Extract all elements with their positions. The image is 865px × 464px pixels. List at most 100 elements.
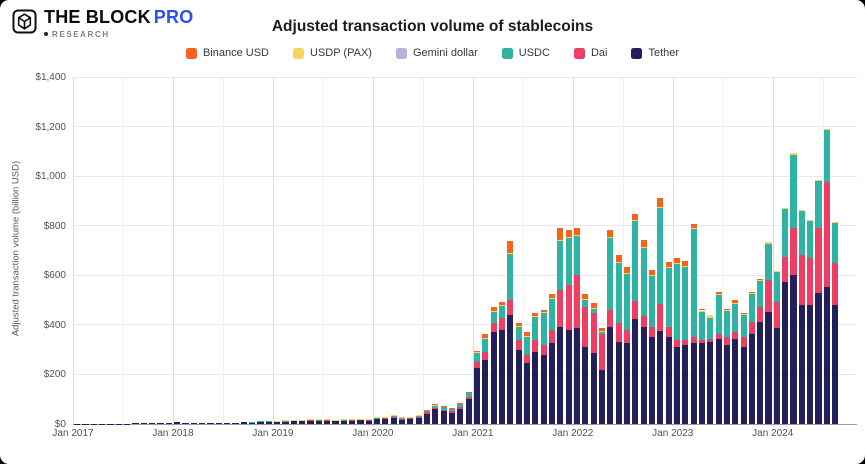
bar-usdc <box>748 293 756 322</box>
bar-dai <box>798 255 805 305</box>
bar-dai <box>598 333 606 370</box>
bar-usdc <box>274 421 281 422</box>
bar-usdc <box>357 419 364 420</box>
bar-usdp-pax- <box>732 302 739 304</box>
bar-usdc <box>823 130 830 182</box>
bar-usdc <box>348 419 356 420</box>
bar-tether <box>490 331 497 424</box>
bar-binance-usd <box>423 409 431 411</box>
bar-usdp-pax- <box>315 419 322 420</box>
gridline-v-midyear <box>322 77 324 424</box>
bar-usdp-pax- <box>757 279 764 281</box>
bar-dai <box>523 355 531 364</box>
bar-binance-usd <box>690 223 697 229</box>
bar-tether <box>423 413 431 424</box>
bar-dai <box>315 419 322 421</box>
bar-usdp-pax- <box>307 419 314 420</box>
bar-dai <box>290 420 297 421</box>
brand-pro: PRO <box>153 7 194 27</box>
bar-usdc <box>448 408 456 412</box>
gridline-v-midyear <box>422 77 424 424</box>
bar-usdc <box>573 236 581 276</box>
bar-dai <box>498 318 506 331</box>
legend-item-dai: Dai <box>573 47 607 59</box>
x-tick-label: Jan 2024 <box>752 428 794 439</box>
bar-binance-usd <box>682 260 689 266</box>
gridline-v-year <box>272 77 274 424</box>
bar-tether <box>299 420 306 424</box>
x-tick-label: Jan 2022 <box>552 428 594 439</box>
bar-tether <box>657 331 664 424</box>
bar-dai <box>382 418 389 419</box>
bar-usdp-pax- <box>540 311 547 313</box>
bar-binance-usd <box>432 404 439 405</box>
bar-tether <box>74 423 81 424</box>
x-tick-label: Jan 2019 <box>252 428 294 439</box>
bar-binance-usd <box>665 261 672 267</box>
bar-usdp-pax- <box>615 261 622 263</box>
bar-usdp-pax- <box>607 236 614 238</box>
bar-dai <box>540 345 547 356</box>
bar-usdc <box>598 331 606 334</box>
bar-tether <box>124 423 131 424</box>
bar-usdc <box>615 262 622 324</box>
gridline-v-year <box>372 77 374 424</box>
bar-usdp-pax- <box>457 403 464 404</box>
bar-dai <box>365 419 372 421</box>
bar-binance-usd <box>548 294 556 298</box>
bar-tether <box>149 423 156 424</box>
bar-usdc <box>332 419 339 421</box>
bar-usdp-pax- <box>523 336 531 337</box>
bar-usdp-pax- <box>490 311 497 312</box>
the-block-cube-icon <box>12 9 37 34</box>
bar-tether <box>224 422 231 424</box>
bar-usdc <box>590 308 597 314</box>
bar-usdp-pax- <box>765 241 772 245</box>
bar-binance-usd <box>515 322 522 327</box>
gridline-v-midyear <box>122 77 124 424</box>
y-tick-label: $200 <box>43 369 66 381</box>
gridline-h <box>73 126 857 128</box>
y-tick-label: $600 <box>43 270 66 282</box>
research-label: RESEARCH <box>52 29 110 39</box>
bar-usdc <box>673 263 681 340</box>
bar-tether <box>332 420 339 424</box>
bar-dai <box>340 419 347 421</box>
bar-usdp-pax- <box>748 292 756 294</box>
bar-binance-usd <box>532 312 539 316</box>
bar-tether <box>732 338 739 424</box>
bar-tether <box>723 345 731 424</box>
bar-tether <box>107 423 114 424</box>
bar-usdp-pax- <box>448 408 456 409</box>
bar-tether <box>165 422 172 424</box>
bar-usdc <box>565 238 572 286</box>
bar-usdp-pax- <box>532 315 539 317</box>
bar-dai <box>265 421 272 422</box>
bar-usdp-pax- <box>415 414 422 416</box>
gridline-v-year <box>572 77 574 424</box>
gridline-v-year <box>73 77 74 424</box>
bar-dai <box>407 418 414 419</box>
bar-usdc <box>682 266 689 340</box>
bar-dai <box>832 263 839 306</box>
bar-dai <box>565 285 572 331</box>
bar-usdp-pax- <box>640 246 647 248</box>
bar-tether <box>390 417 397 424</box>
bar-tether <box>507 315 514 424</box>
bar-usdp-pax- <box>407 416 414 418</box>
bar-usdc <box>723 310 731 337</box>
bar-usdc <box>249 421 256 423</box>
bar-tether <box>698 343 706 424</box>
bar-dai <box>557 289 564 327</box>
bar-tether <box>765 312 772 424</box>
bar-usdp-pax- <box>365 418 372 420</box>
bar-usdc <box>798 211 805 256</box>
bar-usdc <box>523 336 531 356</box>
legend-item-usdc: USDC <box>501 47 550 59</box>
bar-usdc <box>507 254 514 301</box>
brand-name: THE BLOCK PRO <box>44 7 194 28</box>
bar-usdp-pax- <box>548 297 556 299</box>
bar-usdp-pax- <box>373 417 381 418</box>
bar-binance-usd <box>498 302 506 306</box>
bar-usdp-pax- <box>432 404 439 406</box>
